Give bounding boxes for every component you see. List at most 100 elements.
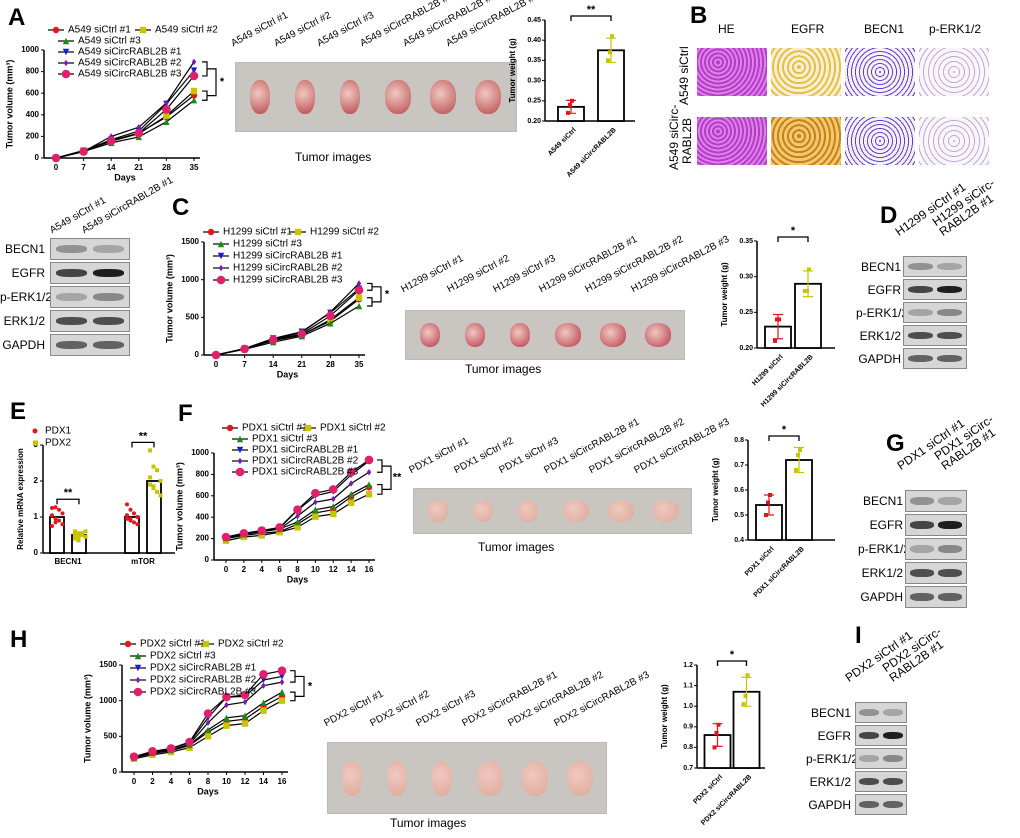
- data-point: [83, 534, 88, 539]
- blot-strip: [50, 238, 130, 260]
- blot-protein-label: BECN1: [4, 242, 45, 256]
- data-point: [53, 520, 58, 525]
- data-point: [148, 448, 152, 453]
- y-tick-label: 0: [34, 548, 39, 557]
- blot-band: [907, 285, 933, 294]
- blot-band: [859, 731, 879, 740]
- ihc-image: [771, 117, 841, 165]
- data-point: [223, 714, 230, 721]
- data-point: [240, 690, 250, 700]
- data-point: [330, 503, 337, 510]
- blot-strip: [855, 725, 907, 746]
- data-point: [606, 58, 610, 63]
- data-point: [807, 267, 811, 272]
- y-axis-label: Tumor volume (mm³): [82, 674, 92, 763]
- y-tick-label: 1.0: [683, 703, 693, 710]
- blot-strip: [855, 748, 907, 769]
- tumor: [295, 80, 315, 114]
- x-tick-label: 7: [81, 163, 86, 172]
- significance-bracket: [367, 297, 373, 307]
- x-tick-label: 16: [278, 777, 287, 786]
- data-point: [57, 518, 61, 523]
- data-point: [277, 666, 287, 676]
- tumor: [645, 323, 671, 347]
- blot-band: [938, 521, 963, 529]
- data-point: [190, 87, 198, 95]
- blot-protein-label: EGFR: [867, 283, 901, 297]
- legend-entry: PDX2 siCircRABL2B #1: [150, 663, 257, 674]
- legend-marker: [63, 59, 69, 67]
- legend-entry: PDX1 siCtrl #3: [252, 434, 318, 445]
- data-point: [568, 102, 572, 107]
- x-axis-label: Days: [197, 786, 219, 796]
- y-tick-label: 1000: [181, 275, 199, 284]
- significance-label: *: [220, 76, 225, 88]
- data-point: [241, 720, 249, 727]
- y-tick-label: 500: [186, 312, 200, 321]
- x-tick-label: 2: [150, 777, 155, 786]
- data-point: [331, 495, 336, 503]
- data-point: [151, 484, 156, 489]
- y-tick-label: 800: [196, 470, 210, 479]
- significance-bracket: [377, 459, 383, 473]
- blot-strip: [50, 262, 130, 284]
- data-point: [610, 34, 614, 39]
- data-point: [134, 128, 144, 138]
- data-point: [570, 98, 574, 103]
- tumor-images-caption: Tumor images: [390, 816, 467, 830]
- series-line: [215, 298, 360, 356]
- blot-band: [938, 497, 963, 505]
- data-point: [276, 528, 283, 536]
- data-point: [259, 669, 268, 679]
- blot-protein-label: p-ERK1/2: [806, 752, 859, 766]
- blot-band: [55, 317, 87, 325]
- panel-letter-G: G: [886, 430, 905, 457]
- data-point: [566, 110, 570, 115]
- y-tick-label: 1500: [99, 660, 117, 669]
- legend-marker: [207, 228, 215, 236]
- blot-protein-label: EGFR: [817, 729, 851, 743]
- blot-band: [907, 331, 933, 340]
- ihc-column-label: BECN1: [864, 22, 905, 36]
- data-point: [204, 733, 212, 740]
- significance-bracket: [202, 90, 208, 101]
- legend-marker: [236, 446, 244, 454]
- panel-letter-B: B: [690, 2, 708, 29]
- blot-band: [937, 262, 963, 271]
- y-tick-label: 1000: [21, 45, 39, 54]
- x-tick-label: 6: [187, 777, 192, 786]
- blot-band: [938, 593, 963, 601]
- data-point: [128, 507, 133, 512]
- tumor: [563, 500, 589, 522]
- data-point: [258, 532, 265, 539]
- data-point: [163, 118, 170, 126]
- bar: [146, 480, 162, 554]
- legend-entry: A549 siCtrl #1: [68, 25, 131, 36]
- legend-entry: A549 siCircRABL2B #3: [78, 69, 182, 80]
- blot-strip: [855, 794, 907, 815]
- legend-marker: [134, 652, 142, 660]
- legend-marker: [135, 676, 141, 684]
- data-point: [346, 467, 356, 477]
- legend-entry: PDX1 siCircRABL2B #1: [252, 445, 359, 456]
- data-point: [716, 722, 721, 727]
- x-tick-label: 7: [242, 360, 247, 369]
- significance-bracket: [372, 286, 382, 303]
- blot-protein-label: p-ERK1/2: [0, 290, 53, 304]
- legend-marker: [124, 640, 132, 648]
- y-tick-label: 0.7: [734, 462, 744, 469]
- blot-band: [859, 800, 879, 809]
- data-point: [297, 329, 307, 339]
- data-point: [132, 520, 136, 525]
- significance-bracket: [382, 465, 392, 490]
- legend-entry: PDX1 siCtrl #1: [242, 423, 308, 434]
- legend-marker: [304, 424, 312, 432]
- data-point: [608, 50, 612, 55]
- data-point: [76, 538, 81, 543]
- x-tick-label: 14: [269, 360, 278, 369]
- blot-strip: [50, 286, 130, 308]
- data-point: [240, 344, 249, 354]
- blot-strip: [855, 771, 907, 792]
- blot-protein-label: ERK1/2: [809, 775, 851, 789]
- blot-strip: [50, 310, 130, 332]
